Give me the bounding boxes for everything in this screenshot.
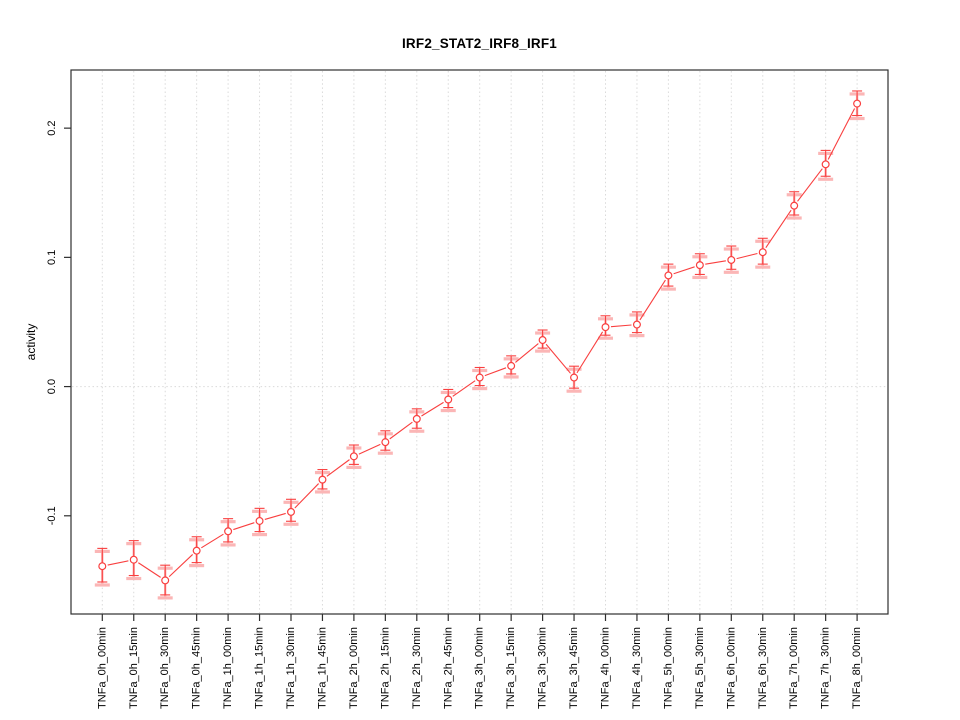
- x-tick-label: TNFa_7h_00min: [788, 627, 800, 709]
- x-tick-label: TNFa_6h_30min: [757, 627, 769, 709]
- x-tick-label: TNFa_6h_00min: [725, 627, 737, 709]
- x-tick-label: TNFa_1h_30min: [285, 627, 297, 709]
- x-tick-label: TNFa_0h_15min: [128, 627, 140, 709]
- x-tick-label: TNFa_0h_30min: [159, 627, 171, 709]
- x-tick-label: TNFa_1h_15min: [254, 627, 266, 709]
- x-tick-label: TNFa_3h_15min: [505, 627, 517, 709]
- series-line-segment: [168, 554, 194, 578]
- data-point-marker: [538, 336, 547, 345]
- series-line-segment: [201, 533, 224, 549]
- data-point-marker: [349, 452, 358, 461]
- x-tick-label: TNFa_5h_30min: [694, 627, 706, 709]
- x-tick-label: TNFa_5h_00min: [662, 627, 674, 709]
- data-point-marker: [475, 373, 484, 382]
- series-line-segment: [765, 209, 792, 248]
- series-line-segment: [576, 331, 604, 374]
- series-line-segment: [294, 483, 320, 509]
- x-tick-label: TNFa_1h_00min: [222, 627, 234, 709]
- series-line-segment: [736, 252, 758, 260]
- series-line-segment: [827, 108, 856, 160]
- x-tick-label: TNFa_3h_45min: [568, 627, 580, 709]
- y-tick-label: -0.1: [46, 506, 58, 525]
- series-line-segment: [639, 279, 666, 321]
- data-point-marker: [129, 555, 138, 564]
- y-tick-label: 0.1: [46, 250, 58, 265]
- x-tick-label: TNFa_2h_15min: [379, 627, 391, 709]
- data-point-marker: [255, 516, 264, 525]
- series-line-segment: [545, 343, 571, 374]
- data-point-marker: [412, 414, 421, 423]
- y-tick-label: 0.0: [46, 379, 58, 394]
- series-line-segment: [705, 260, 726, 265]
- x-tick-label: TNFa_2h_00min: [348, 627, 360, 709]
- y-tick-label: 0.2: [46, 120, 58, 135]
- data-point-marker: [507, 361, 516, 370]
- series-line-segment: [610, 324, 632, 328]
- x-tick-label: TNFa_3h_00min: [474, 627, 486, 709]
- x-tick-label: TNFa_1h_45min: [316, 627, 328, 709]
- data-point-marker: [601, 323, 610, 332]
- series-line-segment: [515, 343, 539, 363]
- series-line-segment: [358, 443, 381, 455]
- data-point-marker: [570, 373, 579, 382]
- data-point-marker: [381, 438, 390, 447]
- x-tick-label: TNFa_7h_30min: [820, 627, 832, 709]
- series-line-segment: [264, 512, 286, 520]
- series-line-segment: [484, 367, 507, 377]
- x-tick-label: TNFa_4h_00min: [600, 627, 612, 709]
- series-line-segment: [421, 401, 444, 417]
- series-line-segment: [797, 168, 823, 202]
- series-line-segment: [138, 562, 161, 578]
- x-tick-label: TNFa_3h_30min: [537, 627, 549, 709]
- data-point-marker: [853, 99, 862, 108]
- data-point-marker: [224, 527, 233, 536]
- x-tick-label: TNFa_2h_45min: [442, 627, 454, 709]
- series-line-segment: [107, 560, 129, 566]
- data-point-marker: [444, 395, 453, 404]
- data-point-marker: [318, 475, 327, 484]
- series-line-segment: [233, 522, 255, 531]
- series-line-segment: [389, 421, 413, 440]
- x-tick-label: TNFa_0h_00min: [96, 627, 108, 709]
- series-line-segment: [452, 380, 476, 397]
- data-point-marker: [161, 576, 170, 585]
- x-tick-label: TNFa_8h_00min: [851, 627, 863, 709]
- data-point-marker: [192, 546, 201, 555]
- data-point-marker: [758, 248, 767, 257]
- series-line-segment: [673, 266, 695, 275]
- chart-title: IRF2_STAT2_IRF8_IRF1: [401, 36, 558, 51]
- data-point-marker: [287, 507, 296, 516]
- x-tick-label: TNFa_0h_45min: [191, 627, 203, 709]
- data-point-marker: [98, 562, 107, 571]
- data-point-marker: [695, 261, 704, 270]
- x-tick-label: TNFa_2h_30min: [411, 627, 423, 709]
- data-point-marker: [632, 320, 641, 329]
- series-line-segment: [326, 459, 350, 477]
- data-point-marker: [664, 271, 673, 280]
- data-point-marker: [821, 160, 830, 169]
- data-point-marker: [790, 201, 799, 210]
- y-axis-label: activity: [24, 323, 38, 361]
- x-tick-label: TNFa_4h_30min: [631, 627, 643, 709]
- data-point-marker: [727, 255, 736, 264]
